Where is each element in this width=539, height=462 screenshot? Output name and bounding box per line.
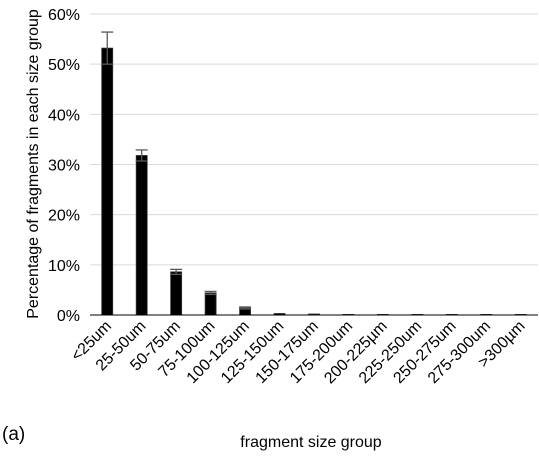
- y-axis-title: Percentage of fragments in each size gro…: [25, 9, 42, 319]
- error-bars: [101, 31, 252, 310]
- y-tick-label: 0%: [57, 308, 80, 325]
- x-axis-title: fragment size group: [240, 434, 382, 451]
- panel-label: (a): [2, 424, 26, 445]
- y-tick-label: 30%: [48, 158, 80, 175]
- bar: [204, 292, 217, 316]
- y-tick-label: 60%: [48, 7, 80, 24]
- x-tick-labels: <25um25-50um50-75um75-100um100-125um125-…: [68, 318, 528, 387]
- bar: [101, 47, 114, 316]
- y-tick-labels: 0% 10% 20% 30% 40% 50% 60%: [48, 7, 80, 325]
- y-tick-label: 50%: [48, 57, 80, 74]
- grid-lines: [90, 13, 538, 266]
- bars: [101, 47, 527, 316]
- y-tick-label: 10%: [48, 258, 80, 275]
- bar: [135, 155, 148, 316]
- y-tick-label: 40%: [48, 107, 80, 124]
- y-tick-label: 20%: [48, 208, 80, 225]
- bar: [170, 271, 183, 316]
